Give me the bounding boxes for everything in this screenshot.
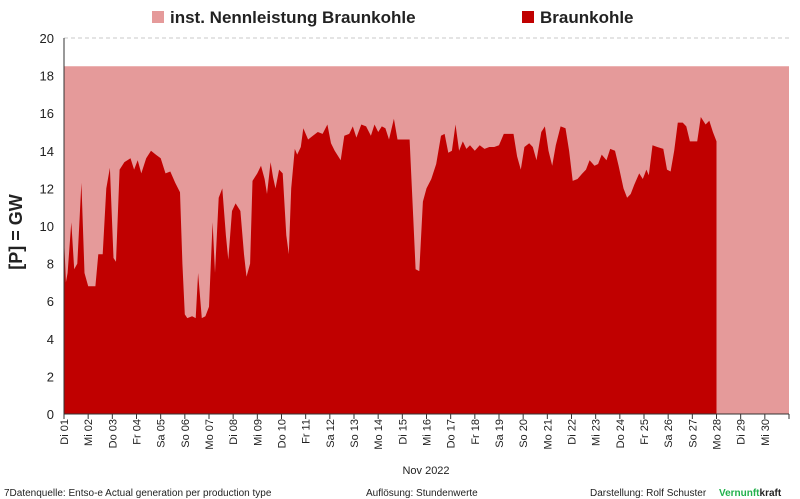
- y-tick-label: 20: [40, 31, 54, 46]
- x-tick-label: So 13: [349, 419, 361, 448]
- x-tick-label: So 27: [687, 419, 699, 448]
- x-tick-label: Mi 02: [83, 419, 95, 446]
- x-tick-label: Mo 07: [204, 419, 216, 450]
- footer-author-name: Darstellung: Rolf Schuster: [590, 488, 707, 499]
- y-axis-ticks: 0 2 4 6 8 10 12 14 16 18 20: [40, 31, 54, 422]
- y-tick-label: 6: [47, 294, 54, 309]
- legend-swatch-installed: [152, 11, 164, 23]
- footer-source: 7Datenquelle: Entso-e Actual generation …: [4, 488, 272, 499]
- area-lignite-generation: [64, 117, 717, 414]
- y-tick-label: 16: [40, 106, 54, 121]
- y-tick-label: 18: [40, 69, 54, 84]
- x-tick-label: Sa 19: [494, 419, 506, 448]
- x-axis-ticks: Di 01 Mi 02 Do 03 Fr 04 Sa 05 So 06 Mo 07 Di 08…: [59, 414, 790, 450]
- x-tick-label: Do 03: [107, 419, 119, 448]
- x-tick-label: Mo 21: [542, 419, 554, 450]
- x-tick-label: Di 15: [397, 419, 409, 445]
- x-tick-label: Sa 26: [663, 419, 675, 448]
- y-axis-title: [P] = GW: [6, 194, 26, 270]
- x-tick-label: Do 24: [615, 419, 627, 448]
- x-tick-label: Fr 11: [301, 419, 313, 444]
- legend: inst. Nennleistung Braunkohle Braunkohle: [152, 8, 634, 27]
- y-tick-label: 8: [47, 257, 54, 272]
- legend-label-lignite: Braunkohle: [540, 8, 634, 27]
- legend-swatch-lignite: [522, 11, 534, 23]
- plot-series: [64, 66, 789, 414]
- y-tick-label: 2: [47, 369, 54, 384]
- x-tick-label: Fr 25: [639, 419, 651, 445]
- y-tick-label: 4: [47, 332, 54, 347]
- x-tick-label: Mo 14: [373, 419, 385, 450]
- x-tick-label: So 06: [180, 419, 192, 448]
- x-tick-label: Mi 16: [422, 419, 434, 446]
- legend-label-installed: inst. Nennleistung Braunkohle: [170, 8, 416, 27]
- y-tick-label: 14: [40, 144, 54, 159]
- footer-brand-rest: kraft: [760, 488, 782, 499]
- x-tick-label: Do 17: [446, 419, 458, 448]
- footer-brand-green: Vernunft: [719, 488, 760, 499]
- y-tick-label: 0: [47, 407, 54, 422]
- x-tick-label: Di 08: [228, 419, 240, 445]
- x-tick-label: Sa 05: [156, 419, 168, 448]
- y-tick-label: 10: [40, 219, 54, 234]
- x-tick-label: Mi 09: [252, 419, 264, 446]
- x-tick-label: So 20: [518, 419, 530, 448]
- footer-author: Darstellung: Rolf Schuster Vernunftkraft: [590, 488, 782, 499]
- x-tick-label: Mo 28: [712, 419, 724, 450]
- x-tick-label: Di 22: [567, 419, 579, 445]
- x-axis-title: Nov 2022: [402, 465, 449, 477]
- x-tick-label: Fr 18: [470, 419, 482, 445]
- x-tick-label: Mi 23: [591, 419, 603, 446]
- y-tick-label: 12: [40, 181, 54, 196]
- x-tick-label: Fr 04: [132, 419, 144, 445]
- x-tick-label: Di 01: [59, 419, 71, 445]
- x-tick-label: Mi 30: [760, 419, 772, 446]
- x-tick-label: Do 10: [277, 419, 289, 448]
- x-tick-label: Sa 12: [325, 419, 337, 448]
- footer-resolution: Auflösung: Stundenwerte: [366, 488, 478, 499]
- x-tick-label: Di 29: [736, 419, 748, 445]
